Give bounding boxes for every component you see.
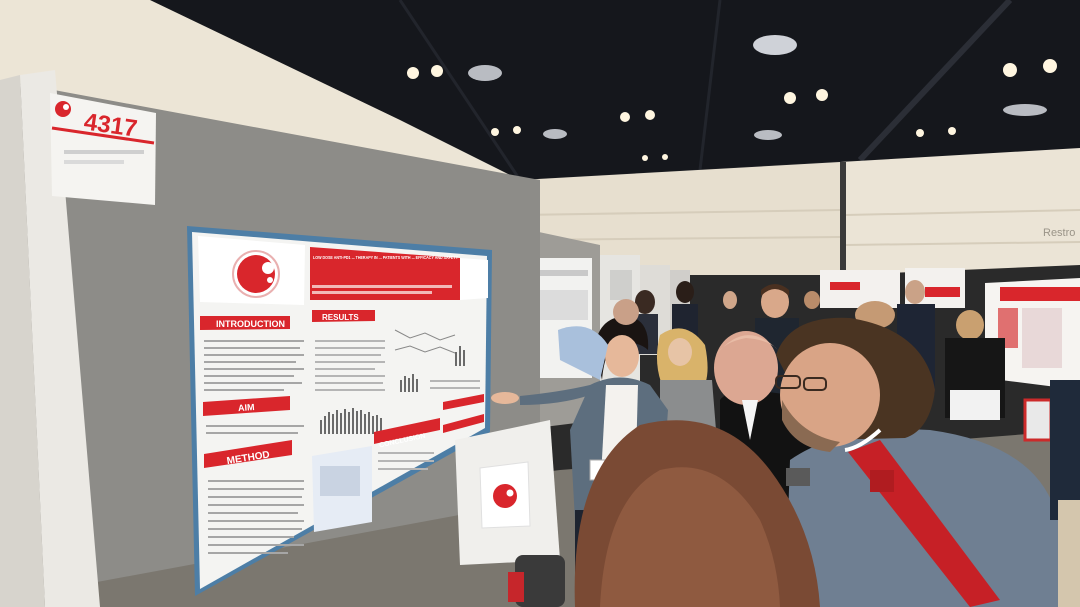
introduction-label: INTRODUCTION	[216, 319, 285, 329]
conclusion-header	[374, 418, 440, 444]
board-number-card	[50, 93, 156, 205]
aim-header	[203, 396, 290, 416]
poster	[187, 226, 492, 596]
person-right-edge	[1050, 380, 1080, 607]
ceiling-lights	[407, 35, 1057, 161]
method-header	[204, 440, 292, 468]
results-label: RESULTS	[322, 313, 359, 322]
person-light-blue-shirt	[558, 299, 639, 380]
introduction-header	[200, 316, 290, 330]
results-header	[312, 310, 375, 322]
aim-label: AIM	[238, 402, 255, 413]
backpack	[508, 555, 565, 607]
foreground-head	[574, 420, 820, 607]
logo-stand-sign	[455, 420, 560, 565]
restroom-sign: Restro	[1043, 227, 1075, 239]
poster-title: LOW DOSE ANTI-PD1 ... THERAPY IN ... PAT…	[313, 255, 458, 260]
person-glasses-man	[775, 317, 1060, 607]
person-blonde	[656, 328, 716, 430]
